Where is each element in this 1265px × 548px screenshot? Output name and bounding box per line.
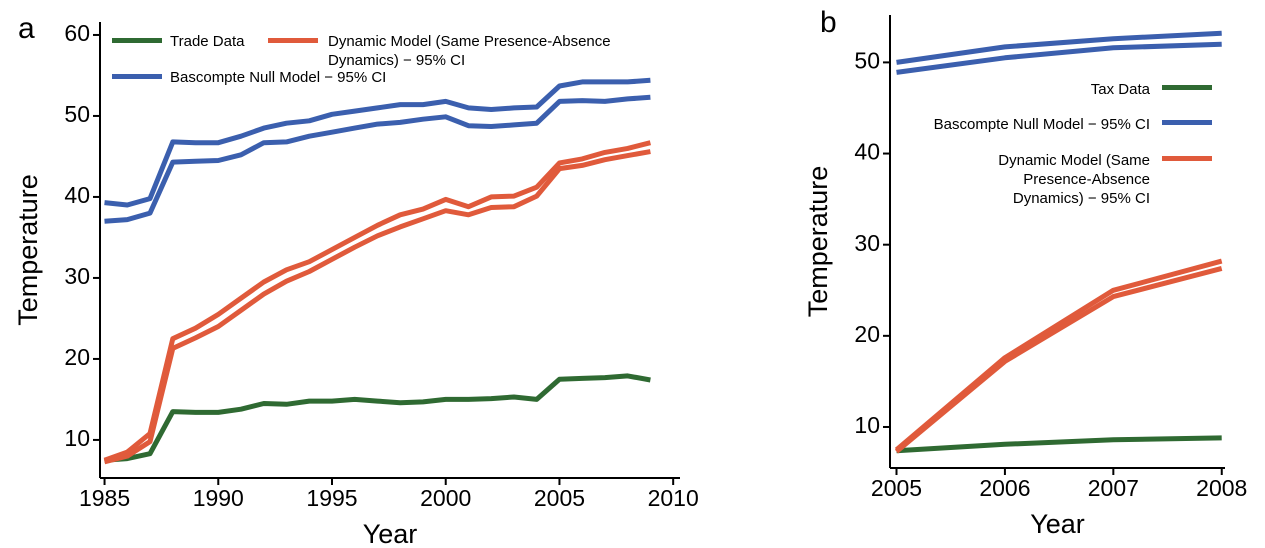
series-line [896,41,1222,75]
y-tick-label: 40 [854,139,880,165]
x-axis-label: Year [1030,509,1085,539]
x-tick-label: 1995 [306,485,357,511]
y-tick-label: 50 [64,101,90,127]
legend-label: Dynamic Model (Same Presence-Absence Dyn… [328,33,611,69]
legend-swatch [1162,120,1212,125]
panel-label: b [820,6,837,39]
x-tick-label: 2005 [534,485,585,511]
series-line [896,30,1222,65]
x-tick-label: 1985 [79,485,130,511]
y-tick-label: 40 [64,182,90,208]
legend-label: Dynamic Model (Same Presence-Absence Dyn… [998,152,1150,207]
x-tick-label: 2007 [1088,475,1139,501]
series-line [894,265,1223,454]
y-tick-label: 30 [854,230,880,256]
series-line [104,373,651,463]
y-tick-label: 20 [64,344,90,370]
series-line [103,140,652,463]
legend-swatch [1162,156,1212,161]
y-tick-label: 30 [64,263,90,289]
y-axis-label: Temperature [803,166,833,318]
series-line [896,435,1222,454]
y-tick-label: 20 [854,321,880,347]
y-tick-label: 10 [854,412,880,438]
x-tick-label: 2010 [648,485,699,511]
y-tick-label: 10 [64,425,90,451]
x-tick-label: 2006 [979,475,1030,501]
series-line [103,149,651,465]
x-axis-label: Year [363,519,418,548]
series-line [104,94,651,224]
legend-swatch [268,38,318,43]
legend-swatch [112,38,162,43]
y-axis-label: Temperature [13,174,43,326]
series-line [104,77,651,208]
series-line [894,258,1223,452]
x-tick-label: 2000 [420,485,471,511]
legend-label: Trade Data [170,33,245,50]
legend-swatch [112,74,162,79]
legend-swatch [1162,85,1212,90]
y-tick-label: 60 [64,20,90,46]
x-tick-label: 2005 [871,475,922,501]
x-tick-label: 2008 [1196,475,1247,501]
panel-label: a [18,12,35,45]
legend-label: Bascompte Null Model − 95% CI [170,69,387,86]
legend-label: Bascompte Null Model − 95% CI [933,116,1150,133]
legend-label: Tax Data [1090,81,1150,98]
x-tick-label: 1990 [193,485,244,511]
y-tick-label: 50 [854,47,880,73]
